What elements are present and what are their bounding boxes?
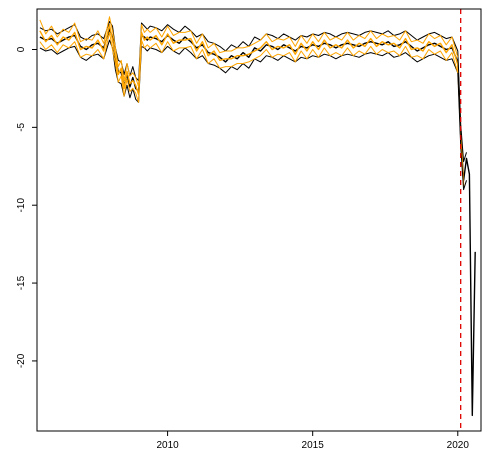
y-tick-label: -10: [16, 198, 27, 213]
x-tick-label: 2020: [447, 440, 470, 451]
series-line-1: [39, 28, 476, 417]
series-line-2: [39, 23, 465, 187]
series-layer: [39, 16, 476, 417]
y-axis: 0 -5 -10 -15 -20: [16, 46, 38, 368]
x-tick-label: 2010: [156, 440, 179, 451]
y-tick-label: -15: [16, 275, 27, 290]
x-axis: 2010 2015 2020: [156, 430, 470, 451]
series-line-6: [39, 31, 459, 103]
y-tick-label: -20: [16, 353, 27, 368]
series-line-4: [39, 39, 467, 191]
series-line-5: [39, 16, 459, 88]
y-tick-label: -5: [16, 122, 27, 131]
plot-frame: [36, 8, 482, 432]
x-tick-label: 2015: [302, 440, 325, 451]
y-tick-label: 0: [16, 46, 27, 52]
